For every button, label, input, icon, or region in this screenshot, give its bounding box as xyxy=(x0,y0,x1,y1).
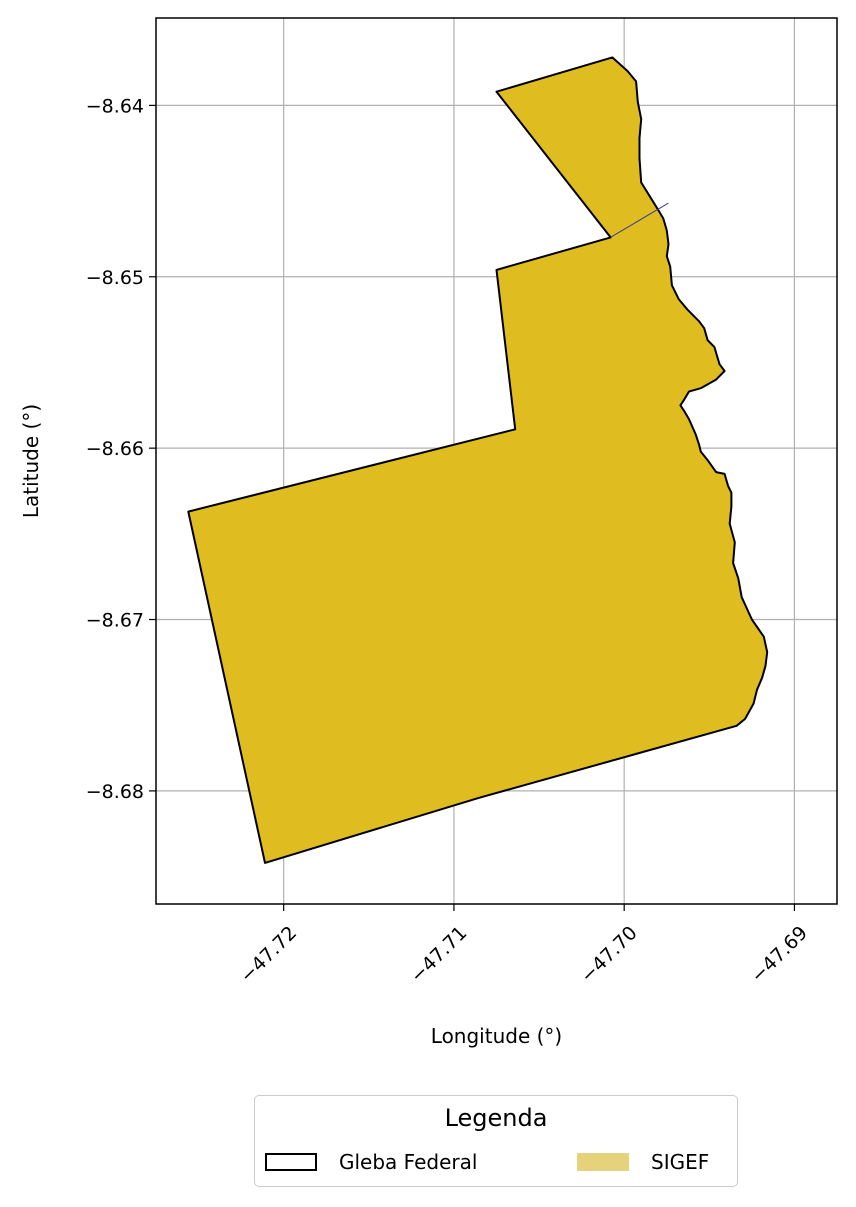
x-tick-label: −47.72 xyxy=(236,922,301,987)
map-plot: −47.72 −47.71 −47.70 −47.69 −8.64 −8.65 −8.66 −… xyxy=(19,17,838,1048)
legend-item-gleba: Gleba Federal xyxy=(265,1150,477,1174)
gleba-polygon xyxy=(187,56,769,864)
y-tick-label: −8.66 xyxy=(86,438,144,460)
legend-label-sigef: SIGEF xyxy=(651,1150,710,1174)
y-tick-label: −8.68 xyxy=(86,781,144,803)
legend-title: Legenda xyxy=(444,1104,548,1132)
inner-boundary-line xyxy=(610,202,669,238)
legend: Legenda Gleba Federal SIGEF xyxy=(254,1095,738,1187)
y-tick-label: −8.64 xyxy=(86,95,144,117)
x-tick-label: −47.69 xyxy=(747,922,812,987)
y-tick-label: −8.65 xyxy=(86,267,144,289)
legend-item-sigef: SIGEF xyxy=(577,1150,709,1174)
plot-frame xyxy=(155,17,838,905)
y-tick-label: −8.67 xyxy=(86,610,144,632)
legend-label-gleba: Gleba Federal xyxy=(339,1150,478,1174)
legend-swatch-gleba xyxy=(265,1153,317,1171)
x-axis-label: Longitude (°) xyxy=(431,1024,562,1048)
map-polygon-layer xyxy=(187,56,769,864)
x-tick-label: −47.71 xyxy=(406,922,471,987)
legend-swatch-sigef xyxy=(577,1153,629,1171)
x-tick-label: −47.70 xyxy=(576,922,641,987)
y-axis-label: Latitude (°) xyxy=(19,404,43,518)
